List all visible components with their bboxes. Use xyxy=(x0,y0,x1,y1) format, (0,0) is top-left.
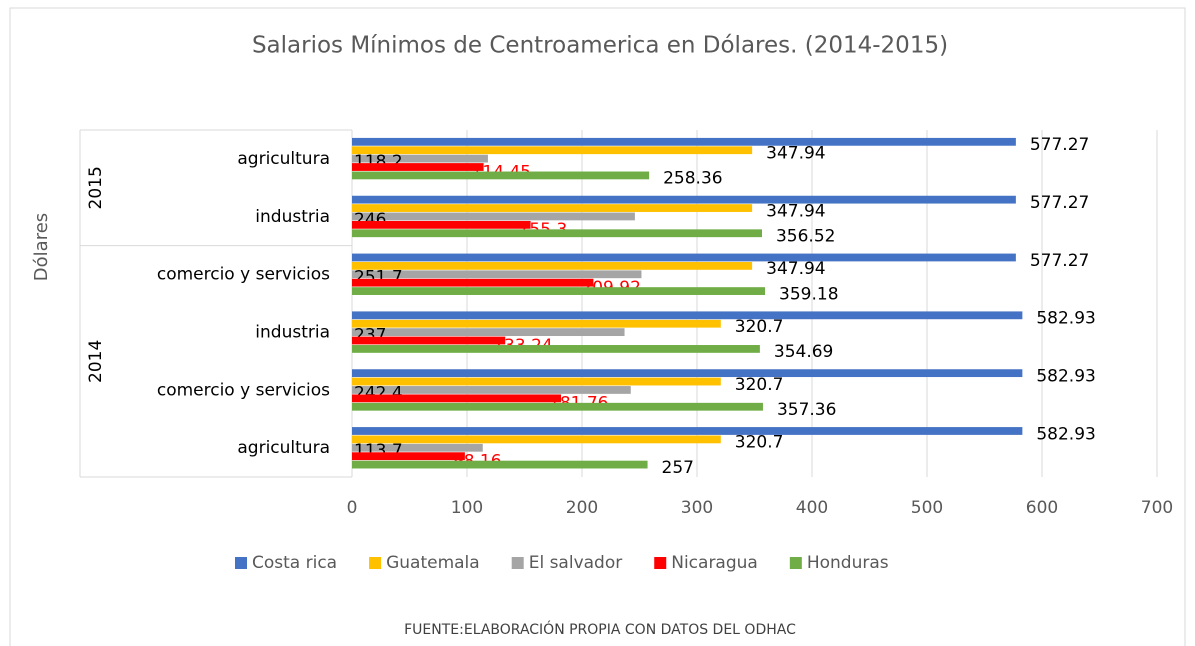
bar xyxy=(352,443,483,452)
data-label: 320.7 xyxy=(735,317,784,337)
category-label: comercio y servicios xyxy=(157,380,330,400)
x-tick-label: 300 xyxy=(681,498,713,518)
legend-swatch xyxy=(511,557,524,569)
bar xyxy=(352,435,721,444)
bar xyxy=(352,311,1023,320)
data-label: 356.52 xyxy=(776,227,835,247)
data-label: 257 xyxy=(662,458,694,478)
data-label: 359.18 xyxy=(779,284,838,304)
data-label: 320.7 xyxy=(735,433,784,453)
bar xyxy=(352,319,721,328)
bar xyxy=(352,212,635,221)
bar xyxy=(352,137,1016,146)
x-tick-label: 500 xyxy=(911,498,943,518)
legend-swatch xyxy=(369,557,382,569)
bar xyxy=(352,369,1023,378)
legend-swatch xyxy=(235,557,247,569)
data-label: 582.93 xyxy=(1036,424,1095,444)
bar xyxy=(352,204,753,212)
data-label: 258.36 xyxy=(663,169,722,189)
group-label: 2015 xyxy=(86,166,106,209)
bar xyxy=(352,328,625,337)
bar xyxy=(352,171,650,180)
legend-label: El salvador xyxy=(529,553,623,573)
bar xyxy=(352,195,1016,204)
data-label: 582.93 xyxy=(1036,309,1095,329)
x-tick-label: 0 xyxy=(347,498,358,518)
bar xyxy=(352,402,763,411)
bar xyxy=(352,345,760,353)
bar xyxy=(352,146,753,155)
data-label: 347.94 xyxy=(766,144,825,164)
category-label: agricultura xyxy=(237,149,330,169)
bar xyxy=(352,452,465,461)
x-tick-label: 100 xyxy=(451,498,483,518)
bar xyxy=(352,261,753,270)
y-axis-label: Dólares xyxy=(31,213,52,281)
data-label: 347.94 xyxy=(766,201,825,221)
data-label: 577.27 xyxy=(1030,193,1089,213)
x-tick-label: 600 xyxy=(1026,498,1058,518)
bar xyxy=(352,386,631,394)
category-label: agricultura xyxy=(237,438,330,458)
legend-label: Nicaragua xyxy=(671,553,758,573)
data-label: 354.69 xyxy=(774,342,833,362)
bar xyxy=(352,278,594,287)
x-tick-label: 200 xyxy=(566,498,598,518)
bar xyxy=(352,270,642,279)
data-label: 320.7 xyxy=(735,375,784,395)
legend-swatch xyxy=(654,557,667,569)
x-tick-label: 400 xyxy=(796,498,828,518)
bar xyxy=(352,163,484,171)
category-label: industria xyxy=(255,207,330,227)
source-note: FUENTE:ELABORACIÓN PROPIA CON DATOS DEL … xyxy=(404,620,796,638)
category-label: industria xyxy=(255,322,330,342)
legend-label: Guatemala xyxy=(386,553,480,573)
legend-swatch xyxy=(789,557,802,569)
data-label: 577.27 xyxy=(1030,135,1089,155)
legend-label: Honduras xyxy=(807,553,889,573)
data-label: 577.27 xyxy=(1030,251,1089,271)
group-label: 2014 xyxy=(86,340,106,383)
bar xyxy=(352,154,488,163)
bar xyxy=(352,427,1023,435)
bar xyxy=(352,377,721,386)
bar xyxy=(352,229,762,238)
bar xyxy=(352,336,506,345)
x-tick-label: 700 xyxy=(1141,498,1173,518)
bar xyxy=(352,253,1016,262)
legend-label: Costa rica xyxy=(252,553,337,573)
chart-title: Salarios Mínimos de Centroamerica en Dól… xyxy=(252,33,948,59)
bar xyxy=(352,394,562,403)
data-label: 582.93 xyxy=(1036,366,1095,386)
bar xyxy=(352,460,648,469)
category-label: comercio y servicios xyxy=(157,265,330,285)
data-label: 347.94 xyxy=(766,259,825,279)
bar xyxy=(352,287,766,295)
bar xyxy=(352,220,531,229)
data-label: 357.36 xyxy=(777,400,836,420)
